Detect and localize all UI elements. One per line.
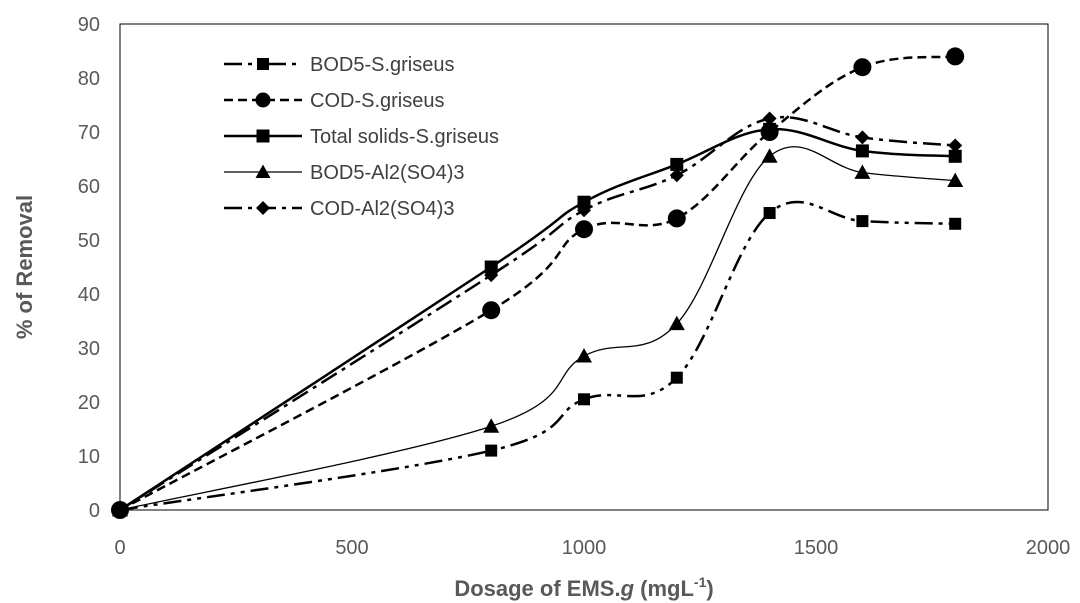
x-tick-label: 500 bbox=[335, 537, 368, 559]
series-line bbox=[119, 116, 956, 512]
y-tick-label: 30 bbox=[78, 338, 100, 360]
legend-label: BOD5-S.griseus bbox=[310, 54, 455, 76]
data-point bbox=[482, 301, 501, 320]
legend-label: Total solids-S.griseus bbox=[310, 126, 499, 148]
legend: BOD5-S.griseus COD-S.griseus Total solids-… bbox=[224, 54, 499, 220]
legend-label: BOD5-Al2(SO4)3 bbox=[310, 162, 465, 184]
legend-item: COD-Al2(SO4)3 bbox=[224, 198, 454, 220]
y-axis-title: % of Removal bbox=[12, 195, 37, 339]
series-3 bbox=[113, 122, 962, 517]
x-tick-label: 0 bbox=[114, 537, 125, 559]
series-4 bbox=[112, 146, 964, 517]
data-point bbox=[667, 209, 686, 228]
x-axis-title-middle: (mgL bbox=[634, 576, 694, 601]
x-tick-label: 1500 bbox=[794, 537, 839, 559]
data-point bbox=[947, 172, 964, 187]
data-point bbox=[855, 144, 869, 158]
data-point bbox=[763, 207, 776, 219]
legend-item: COD-S.griseus bbox=[224, 90, 444, 112]
legend-marker bbox=[257, 58, 269, 70]
y-tick-label: 40 bbox=[78, 284, 100, 306]
y-tick-label: 60 bbox=[78, 176, 100, 198]
data-point bbox=[577, 195, 591, 209]
y-tick-label: 80 bbox=[78, 68, 100, 90]
data-point bbox=[761, 148, 778, 163]
legend-marker bbox=[255, 92, 271, 108]
data-point bbox=[575, 220, 593, 239]
legend-item: BOD5-Al2(SO4)3 bbox=[224, 162, 465, 184]
y-tick-label: 50 bbox=[78, 230, 100, 252]
x-axis-title-italic: g bbox=[620, 576, 635, 601]
data-point bbox=[576, 348, 592, 363]
legend-label: COD-Al2(SO4)3 bbox=[310, 198, 454, 220]
data-point bbox=[670, 157, 684, 171]
x-axis-title-superscript: -1 bbox=[694, 574, 707, 590]
data-point bbox=[668, 315, 685, 331]
data-point bbox=[484, 268, 499, 283]
legend-marker bbox=[255, 164, 271, 178]
data-point bbox=[854, 164, 871, 179]
y-tick-label: 0 bbox=[89, 500, 100, 522]
x-tick-label: 2000 bbox=[1026, 537, 1071, 559]
data-point bbox=[670, 371, 683, 384]
y-tick-label: 10 bbox=[78, 446, 100, 468]
data-point bbox=[762, 111, 777, 126]
plot-frame bbox=[119, 23, 1049, 511]
legend-item: Total solids-S.griseus bbox=[224, 126, 499, 148]
series-line bbox=[119, 127, 956, 512]
data-point bbox=[855, 130, 870, 145]
x-axis-title-suffix: ) bbox=[706, 576, 713, 601]
legend-marker bbox=[256, 201, 270, 215]
y-tick-label: 70 bbox=[78, 122, 100, 144]
series-line bbox=[119, 146, 956, 511]
x-axis-ticks: 0 500 1000 1500 2000 bbox=[114, 537, 1070, 559]
y-tick-label: 90 bbox=[78, 14, 100, 36]
data-point bbox=[669, 168, 684, 183]
legend-item: BOD5-S.griseus bbox=[224, 54, 455, 76]
data-point bbox=[113, 503, 127, 517]
series-1 bbox=[114, 200, 962, 516]
data-point bbox=[763, 122, 777, 136]
data-point bbox=[946, 47, 965, 66]
series-line bbox=[119, 55, 956, 512]
data-point bbox=[485, 444, 498, 457]
data-point bbox=[853, 58, 872, 77]
x-axis-title: Dosage of EMS.g (mgL-1) bbox=[454, 574, 713, 601]
data-point bbox=[484, 260, 498, 274]
y-axis-ticks: 0 10 20 30 40 50 60 70 80 90 bbox=[78, 14, 100, 522]
data-point bbox=[948, 138, 963, 153]
data-point bbox=[578, 393, 590, 406]
data-point bbox=[856, 215, 869, 228]
data-point bbox=[483, 418, 500, 433]
data-point bbox=[949, 217, 962, 230]
series-layer bbox=[111, 47, 965, 519]
y-tick-label: 20 bbox=[78, 392, 100, 414]
legend-label: COD-S.griseus bbox=[310, 90, 444, 112]
series-line bbox=[119, 200, 956, 512]
legend-marker bbox=[256, 129, 270, 143]
x-tick-label: 1000 bbox=[562, 537, 607, 559]
series-5 bbox=[113, 111, 963, 517]
data-point bbox=[577, 203, 591, 218]
series-2 bbox=[111, 47, 965, 519]
x-axis-title-prefix: Dosage of EMS. bbox=[454, 576, 620, 601]
data-point bbox=[948, 149, 962, 163]
